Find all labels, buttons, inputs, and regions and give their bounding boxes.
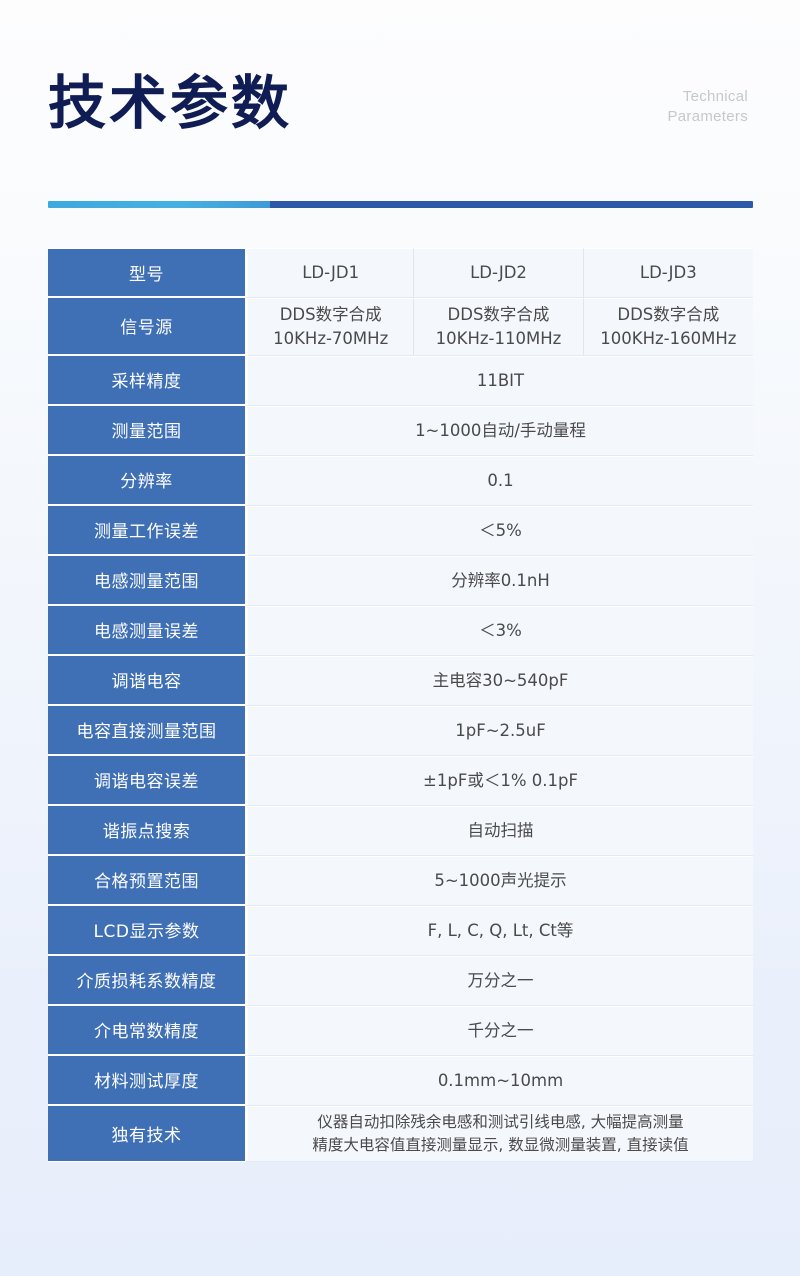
cell-signal-source-3-line1: DDS数字合成: [617, 305, 720, 324]
divider-segment-dark: [270, 201, 753, 208]
table-row: 合格预置范围 5~1000声光提示: [48, 855, 753, 906]
row-label: 调谐电容误差: [48, 755, 245, 806]
row-value: ＜5%: [245, 505, 753, 556]
row-label: 介电常数精度: [48, 1005, 245, 1056]
cell-signal-source-1-line2: 10KHz-70MHz: [273, 328, 389, 348]
table-row: 介电常数精度 千分之一: [48, 1005, 753, 1056]
table-row-signal-source: 信号源 DDS数字合成 10KHz-70MHz DDS数字合成 10KHz-11…: [48, 298, 753, 356]
table-row: 测量工作误差 ＜5%: [48, 505, 753, 556]
page-header: 技术参数 Technical Parameters: [48, 62, 753, 212]
table-row: 电容直接测量范围 1pF~2.5uF: [48, 705, 753, 756]
row-label: 电感测量误差: [48, 605, 245, 656]
row-value: 0.1mm~10mm: [245, 1055, 753, 1106]
row-value: 自动扫描: [245, 805, 753, 856]
table-row: 介质损耗系数精度 万分之一: [48, 955, 753, 1006]
row-label: 测量范围: [48, 405, 245, 456]
table-row: 谐振点搜索 自动扫描: [48, 805, 753, 856]
row-value: 千分之一: [245, 1005, 753, 1056]
header-divider: [48, 201, 753, 208]
title-english-line1: Technical: [682, 88, 748, 105]
table-row: 调谐电容误差 ±1pF或＜1% 0.1pF: [48, 755, 753, 806]
cell-model-1: LD-JD1: [245, 248, 415, 298]
table-row-model: 型号 LD-JD1 LD-JD2 LD-JD3: [48, 248, 753, 298]
table-row: LCD显示参数 F, L, C, Q, Lt, Ct等: [48, 905, 753, 956]
page-title-english: Technical Parameters: [667, 87, 748, 128]
row-label: 介质损耗系数精度: [48, 955, 245, 1006]
row-label-model: 型号: [48, 248, 245, 298]
row-value: F, L, C, Q, Lt, Ct等: [245, 905, 753, 956]
row-value: 1~1000自动/手动量程: [245, 405, 753, 456]
row-label: 采样精度: [48, 355, 245, 406]
title-english-line2: Parameters: [667, 108, 748, 126]
row-label: 电感测量范围: [48, 555, 245, 606]
table-row: 测量范围 1~1000自动/手动量程: [48, 405, 753, 456]
page-title: 技术参数: [48, 69, 293, 137]
row-value: ±1pF或＜1% 0.1pF: [245, 755, 753, 806]
cell-model-2: LD-JD2: [414, 248, 584, 298]
row-label: 分辨率: [48, 455, 245, 506]
row-label: LCD显示参数: [48, 905, 245, 956]
unique-technology-line1: 仪器自动扣除残余电感和测试引线电感, 大幅提高测量: [317, 1112, 684, 1131]
table-row: 调谐电容 主电容30~540pF: [48, 655, 753, 706]
cell-signal-source-1-line1: DDS数字合成: [279, 305, 382, 324]
row-label-signal-source: 信号源: [48, 298, 245, 356]
row-value: 0.1: [245, 455, 753, 506]
table-row: 电感测量误差 ＜3%: [48, 605, 753, 656]
specification-table: 型号 LD-JD1 LD-JD2 LD-JD3 信号源 DDS数字合成 10KH…: [48, 248, 753, 1163]
cell-signal-source-2: DDS数字合成 10KHz-110MHz: [414, 298, 584, 356]
row-value: 1pF~2.5uF: [245, 705, 753, 756]
row-value-unique-technology: 仪器自动扣除残余电感和测试引线电感, 大幅提高测量 精度大电容值直接测量显示, …: [245, 1105, 753, 1163]
row-label: 电容直接测量范围: [48, 705, 245, 756]
row-value: 11BIT: [245, 355, 753, 406]
divider-segment-light: [48, 201, 271, 208]
table-row: 采样精度 11BIT: [48, 355, 753, 406]
cell-signal-source-2-line1: DDS数字合成: [447, 305, 550, 324]
table-row: 材料测试厚度 0.1mm~10mm: [48, 1055, 753, 1106]
cell-signal-source-3: DDS数字合成 100KHz-160MHz: [583, 298, 753, 356]
row-value: 5~1000声光提示: [245, 855, 753, 906]
row-value: ＜3%: [245, 605, 753, 656]
row-label: 合格预置范围: [48, 855, 245, 906]
table-row: 分辨率 0.1: [48, 455, 753, 506]
row-label: 谐振点搜索: [48, 805, 245, 856]
table-row: 电感测量范围 分辨率0.1nH: [48, 555, 753, 606]
row-label: 调谐电容: [48, 655, 245, 706]
row-value: 分辨率0.1nH: [245, 555, 753, 606]
unique-technology-line2: 精度大电容值直接测量显示, 数显微测量装置, 直接读值: [312, 1136, 689, 1155]
row-label: 材料测试厚度: [48, 1055, 245, 1106]
row-value: 主电容30~540pF: [245, 655, 753, 706]
row-label-unique-technology: 独有技术: [48, 1105, 245, 1163]
cell-model-3: LD-JD3: [583, 248, 753, 298]
table-row-unique-technology: 独有技术 仪器自动扣除残余电感和测试引线电感, 大幅提高测量 精度大电容值直接测…: [48, 1105, 753, 1163]
cell-signal-source-1: DDS数字合成 10KHz-70MHz: [245, 298, 415, 356]
cell-signal-source-2-line2: 10KHz-110MHz: [435, 328, 562, 348]
row-value: 万分之一: [245, 955, 753, 1006]
row-label: 测量工作误差: [48, 505, 245, 556]
cell-signal-source-3-line2: 100KHz-160MHz: [600, 328, 737, 348]
specification-table-body: 型号 LD-JD1 LD-JD2 LD-JD3 信号源 DDS数字合成 10KH…: [48, 248, 753, 1163]
